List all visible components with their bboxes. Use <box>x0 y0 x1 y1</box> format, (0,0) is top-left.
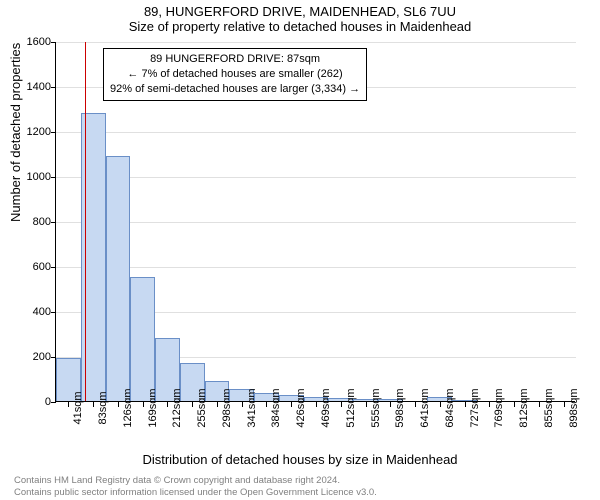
y-tick-label: 0 <box>11 396 51 408</box>
footer-line2: Contains public sector information licen… <box>14 487 600 498</box>
y-tick-label: 1400 <box>11 81 51 93</box>
property-marker-line <box>85 42 86 401</box>
y-tick-mark <box>51 402 56 403</box>
x-tick-label: 641sqm <box>419 388 431 427</box>
x-tick-mark <box>366 402 367 407</box>
x-tick-mark <box>291 402 292 407</box>
x-tick-label: 512sqm <box>345 388 357 427</box>
x-tick-mark <box>489 402 490 407</box>
footer-line1: Contains HM Land Registry data © Crown c… <box>14 475 600 486</box>
y-tick-label: 600 <box>11 261 51 273</box>
x-tick-label: 384sqm <box>270 388 282 427</box>
y-tick-mark <box>51 42 56 43</box>
x-tick-mark <box>440 402 441 407</box>
x-tick-label: 684sqm <box>444 388 456 427</box>
y-tick-label: 1600 <box>11 36 51 48</box>
x-tick-mark <box>564 402 565 407</box>
y-tick-mark <box>51 222 56 223</box>
x-tick-mark <box>341 402 342 407</box>
x-tick-label: 769sqm <box>493 388 505 427</box>
x-tick-label: 898sqm <box>568 388 580 427</box>
y-tick-mark <box>51 312 56 313</box>
histogram-bar <box>106 156 131 401</box>
x-tick-mark <box>242 402 243 407</box>
x-tick-label: 598sqm <box>394 388 406 427</box>
annotation-line2: ← 7% of detached houses are smaller (262… <box>110 67 360 82</box>
footer: Contains HM Land Registry data © Crown c… <box>0 475 600 498</box>
chart-container: 89, HUNGERFORD DRIVE, MAIDENHEAD, SL6 7U… <box>0 0 600 500</box>
x-tick-mark <box>167 402 168 407</box>
x-axis-label: Distribution of detached houses by size … <box>0 452 600 467</box>
x-tick-mark <box>192 402 193 407</box>
x-tick-mark <box>266 402 267 407</box>
y-tick-mark <box>51 87 56 88</box>
grid-line <box>56 177 576 178</box>
y-tick-label: 400 <box>11 306 51 318</box>
x-tick-label: 727sqm <box>469 388 481 427</box>
x-tick-mark <box>316 402 317 407</box>
grid-line <box>56 222 576 223</box>
grid-line <box>56 267 576 268</box>
title-address: 89, HUNGERFORD DRIVE, MAIDENHEAD, SL6 7U… <box>0 4 600 19</box>
x-tick-label: 855sqm <box>543 388 555 427</box>
y-tick-mark <box>51 132 56 133</box>
x-tick-mark <box>514 402 515 407</box>
x-tick-label: 426sqm <box>295 388 307 427</box>
plot-area: 0200400600800100012001400160041sqm83sqm1… <box>55 42 575 402</box>
x-tick-mark <box>415 402 416 407</box>
y-tick-mark <box>51 267 56 268</box>
x-tick-mark <box>143 402 144 407</box>
annotation-box: 89 HUNGERFORD DRIVE: 87sqm ← 7% of detac… <box>103 48 367 101</box>
annotation-line3: 92% of semi-detached houses are larger (… <box>110 82 360 97</box>
grid-line <box>56 42 576 43</box>
y-tick-label: 800 <box>11 216 51 228</box>
y-tick-label: 200 <box>11 351 51 363</box>
x-tick-mark <box>539 402 540 407</box>
y-tick-label: 1000 <box>11 171 51 183</box>
x-tick-label: 555sqm <box>370 388 382 427</box>
x-tick-label: 812sqm <box>518 388 530 427</box>
histogram-bar <box>130 277 155 401</box>
annotation-line1: 89 HUNGERFORD DRIVE: 87sqm <box>110 52 360 67</box>
y-tick-label: 1200 <box>11 126 51 138</box>
title-block: 89, HUNGERFORD DRIVE, MAIDENHEAD, SL6 7U… <box>0 0 600 34</box>
title-subtitle: Size of property relative to detached ho… <box>0 19 600 34</box>
x-tick-mark <box>118 402 119 407</box>
grid-line <box>56 132 576 133</box>
x-tick-mark <box>390 402 391 407</box>
y-tick-mark <box>51 177 56 178</box>
x-tick-mark <box>465 402 466 407</box>
x-tick-label: 469sqm <box>320 388 332 427</box>
x-tick-mark <box>93 402 94 407</box>
x-tick-mark <box>217 402 218 407</box>
x-tick-mark <box>68 402 69 407</box>
